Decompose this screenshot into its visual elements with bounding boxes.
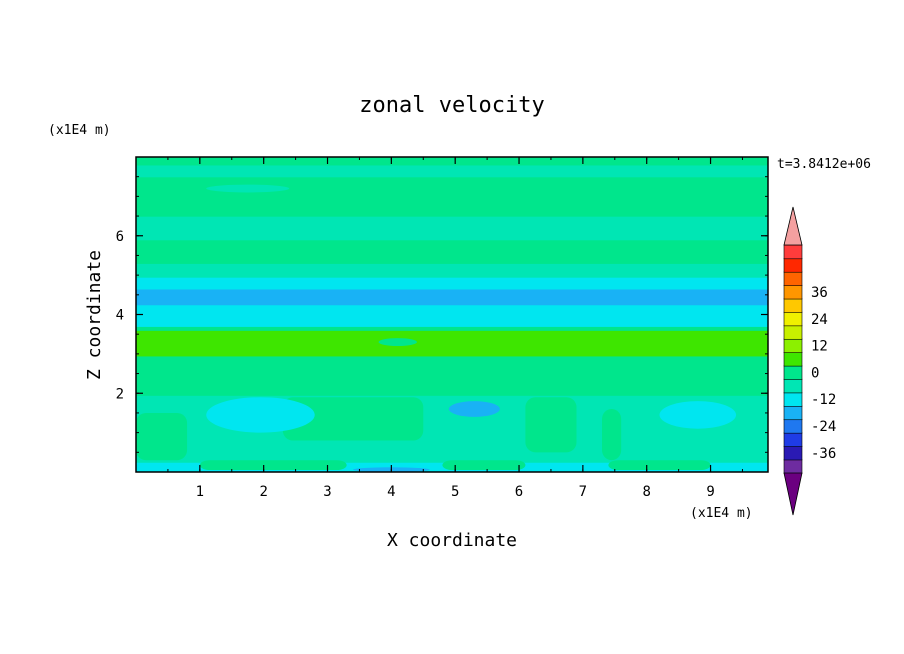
colorbar-tick-label: 0 xyxy=(811,365,819,381)
x-tick-label: 8 xyxy=(642,484,650,500)
x-tick-label: 1 xyxy=(196,484,204,500)
y-tick-label: 4 xyxy=(116,308,124,324)
colorbar-swatch xyxy=(783,432,803,447)
colorbar-swatch xyxy=(783,244,803,260)
colorbar-swatch xyxy=(783,284,803,300)
colorbar-swatch xyxy=(783,338,803,353)
colorbar-swatch xyxy=(783,258,803,273)
contour-band xyxy=(136,164,768,178)
x-tick-label: 3 xyxy=(323,484,331,500)
contour-band xyxy=(136,263,768,278)
y-tick-label: 2 xyxy=(116,386,124,402)
contour-band xyxy=(136,196,768,217)
colorbar-tick-label: 24 xyxy=(811,312,828,328)
colorbar-swatch xyxy=(783,445,803,461)
colorbar-swatch xyxy=(783,459,803,474)
contour-field xyxy=(136,157,768,472)
contour-feature xyxy=(136,412,188,461)
colorbar: 36 24 12 0 -12 -24 -36 xyxy=(783,206,836,516)
y-units-label: (x1E4 m) xyxy=(48,123,111,138)
contour-feature xyxy=(378,338,417,346)
contour-feature xyxy=(525,397,577,453)
y-axis-label: Z coordinate xyxy=(84,250,105,380)
colorbar-swatch xyxy=(783,392,803,407)
contour-band xyxy=(136,330,768,357)
contour-feature xyxy=(282,397,424,441)
chart-title: zonal velocity xyxy=(359,93,544,118)
contour-band xyxy=(136,216,768,241)
x-units-label: (x1E4 m) xyxy=(690,506,753,521)
contour-band xyxy=(136,277,768,290)
contour-band xyxy=(136,239,768,264)
x-axis-label: X coordinate xyxy=(387,530,517,551)
x-tick-label: 9 xyxy=(706,484,714,500)
colorbar-tick-label: -36 xyxy=(811,446,836,462)
time-label: t=3.8412e+06 xyxy=(777,157,871,172)
contour-band xyxy=(136,288,768,306)
contour-band xyxy=(136,355,768,383)
contour-feature xyxy=(608,460,711,471)
colorbar-swatch xyxy=(783,298,803,313)
colorbar-high-arrow xyxy=(783,206,803,246)
y-tick-label: 6 xyxy=(116,229,124,245)
colorbar-swatch xyxy=(783,419,803,434)
contour-feature xyxy=(206,397,315,433)
contour-feature xyxy=(206,184,290,193)
colorbar-swatch xyxy=(783,365,803,380)
colorbar-tick-label: 36 xyxy=(811,285,828,301)
x-tick-label: 5 xyxy=(451,484,459,500)
colorbar-swatch xyxy=(783,271,803,286)
axes: 1 2 3 4 5 6 7 8 9 2 4 6 xyxy=(116,156,768,500)
x-tick-label: 7 xyxy=(579,484,587,500)
colorbar-swatch xyxy=(783,351,803,367)
colorbar-low-arrow xyxy=(783,472,803,516)
contour-feature xyxy=(557,182,686,195)
contour-band xyxy=(136,304,768,327)
contour-feature xyxy=(199,460,347,471)
contour-feature xyxy=(448,401,500,417)
contour-band xyxy=(136,157,768,166)
x-tick-label: 2 xyxy=(259,484,267,500)
colorbar-swatch xyxy=(783,311,803,327)
contour-feature xyxy=(659,401,737,429)
colorbar-swatch xyxy=(783,325,803,340)
contour-feature xyxy=(602,409,622,461)
colorbar-tick-label: -24 xyxy=(811,419,836,435)
contour-feature xyxy=(442,460,526,471)
x-tick-label: 6 xyxy=(515,484,523,500)
colorbar-tick-label: 12 xyxy=(811,339,828,355)
contour-band xyxy=(136,326,768,331)
colorbar-tick-label: -12 xyxy=(811,392,836,408)
x-tick-label: 4 xyxy=(387,484,395,500)
colorbar-swatch xyxy=(783,405,803,421)
contour-band xyxy=(136,381,768,396)
colorbar-swatch xyxy=(783,378,803,394)
